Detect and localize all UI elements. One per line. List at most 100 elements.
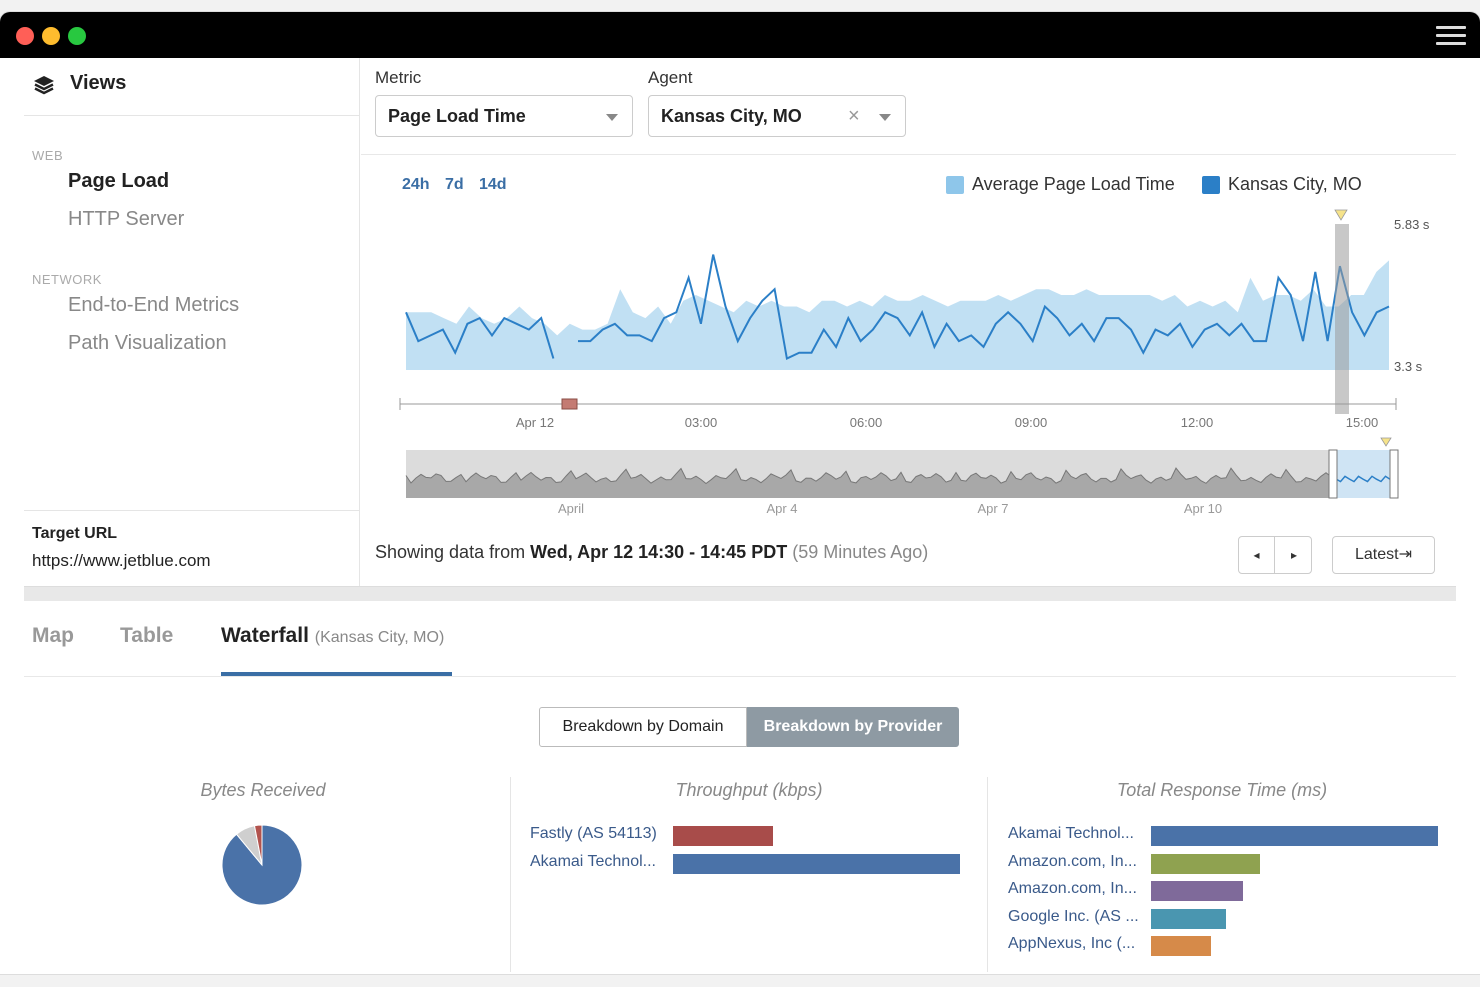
- selection-pointer-icon: [1334, 209, 1348, 221]
- showing-ago: (59 Minutes Ago): [787, 542, 929, 562]
- nav-page-load[interactable]: Page Load: [68, 170, 170, 192]
- layers-icon: [34, 76, 54, 95]
- overview-tick-label: Apr 10: [1184, 501, 1222, 516]
- web-section-label: WEB: [32, 148, 64, 163]
- bar-label: Fastly (AS 54113): [530, 825, 657, 842]
- kansas-line-series: [405, 254, 1390, 360]
- chevron-down-icon: [606, 114, 618, 121]
- sidebar: Views WEB Page Load HTTP Server NETWORK …: [24, 58, 360, 586]
- bar-label: Akamai Technol...: [530, 853, 656, 870]
- y-min-label: 3.3 s: [1394, 359, 1423, 374]
- x-tick-label: 06:00: [850, 415, 883, 430]
- hamburger-menu-icon[interactable]: [1436, 26, 1466, 46]
- tab-map[interactable]: Map: [32, 624, 74, 647]
- latest-button[interactable]: Latest⇥: [1332, 536, 1435, 574]
- overview-tick-label: Apr 7: [977, 501, 1008, 516]
- zoom-window-button[interactable]: [68, 27, 86, 45]
- clear-icon[interactable]: ×: [848, 105, 860, 127]
- agent-select-value: Kansas City, MO: [661, 106, 802, 126]
- nav-path-visualization[interactable]: Path Visualization: [68, 332, 227, 354]
- target-url-box: Target URL https://www.jetblue.com: [24, 510, 360, 586]
- range-14d[interactable]: 14d: [479, 176, 507, 193]
- bar[interactable]: [1151, 853, 1260, 874]
- bar[interactable]: [673, 826, 773, 846]
- legend-label-average: Average Page Load Time: [972, 174, 1175, 194]
- bar-label: Amazon.com, In...: [1008, 852, 1137, 870]
- views-title: Views: [70, 72, 127, 94]
- filter-divider: [361, 154, 1456, 155]
- page-load-chart[interactable]: 5.83 s 3.3 s Apr 12 03:00 06:00 09:00 12:00 15:…: [361, 58, 1456, 518]
- title-bar: [0, 12, 1480, 58]
- main-panel: Metric Page Load Time Agent Kansas City,…: [361, 58, 1456, 586]
- previous-button[interactable]: ◂: [1239, 537, 1275, 573]
- section-separator: [24, 586, 1456, 601]
- breakdown-by-domain-button[interactable]: Breakdown by Domain: [539, 707, 747, 747]
- throughput-title: Throughput (kbps): [675, 780, 823, 800]
- bar-label: Amazon.com, In...: [1008, 880, 1137, 897]
- active-tab-indicator: [221, 672, 452, 676]
- tab-waterfall-sub: (Kansas City, MO): [314, 629, 445, 646]
- bar-label: Akamai Technol...: [1008, 825, 1134, 842]
- bar-label: AppNexus, Inc (...: [1008, 935, 1136, 952]
- bar[interactable]: [673, 854, 960, 874]
- minimize-window-button[interactable]: [42, 27, 60, 45]
- agent-select[interactable]: Kansas City, MO ×: [648, 95, 906, 137]
- legend-swatch-average: [946, 176, 964, 194]
- overview-pointer-icon: [1380, 437, 1392, 447]
- overview-area: [406, 468, 1331, 498]
- legend-swatch-kansas: [1202, 176, 1220, 194]
- nav-end-to-end-metrics[interactable]: End-to-End Metrics: [68, 294, 240, 316]
- event-marker: [561, 398, 578, 410]
- range-24h[interactable]: 24h: [402, 176, 430, 193]
- breakdown-by-provider-button[interactable]: Breakdown by Provider: [747, 707, 959, 747]
- x-tick-label: Apr 12: [516, 415, 554, 430]
- tabs-divider: [24, 676, 1456, 677]
- overview-line: [405, 467, 1332, 485]
- overview-tick-label: Apr 4: [766, 501, 797, 516]
- chevron-down-icon: [879, 114, 891, 121]
- x-tick-label: 03:00: [685, 415, 718, 430]
- overview-right-handle: [1389, 449, 1399, 499]
- tab-waterfall[interactable]: Waterfall (Kansas City, MO): [221, 624, 444, 648]
- overview-tick-label: April: [558, 501, 584, 516]
- bar-label: Google Inc. (AS ...: [1008, 907, 1139, 925]
- bytes-received-pie[interactable]: [217, 820, 307, 910]
- next-button[interactable]: ▸: [1290, 548, 1298, 562]
- showing-data-text: Showing data from Wed, Apr 12 14:30 - 14…: [375, 542, 928, 563]
- overview-window: [1333, 450, 1394, 498]
- range-7d[interactable]: 7d: [445, 176, 464, 193]
- bytes-received-title: Bytes Received: [200, 780, 326, 800]
- tab-waterfall-label: Waterfall: [221, 624, 309, 647]
- showing-range: Wed, Apr 12 14:30 - 14:45 PDT: [530, 542, 788, 562]
- x-tick-label: 09:00: [1015, 415, 1048, 430]
- network-section-label: NETWORK: [32, 272, 102, 287]
- views-header: Views: [24, 58, 360, 116]
- metric-label: Metric: [375, 68, 422, 87]
- target-url-label: Target URL: [32, 525, 118, 542]
- y-max-label: 5.83 s: [1394, 217, 1430, 232]
- x-tick-label: 12:00: [1181, 415, 1214, 430]
- overview-left-handle: [1328, 449, 1338, 499]
- showing-prefix: Showing data from: [375, 542, 531, 562]
- panel-divider: [987, 777, 988, 972]
- pie-slice: [253, 824, 263, 866]
- close-window-button[interactable]: [16, 27, 34, 45]
- metric-select[interactable]: Page Load Time: [375, 95, 633, 137]
- tab-table[interactable]: Table: [120, 624, 174, 647]
- agent-label: Agent: [648, 68, 693, 87]
- nav-http-server[interactable]: HTTP Server: [68, 208, 185, 230]
- legend-label-kansas: Kansas City, MO: [1228, 174, 1362, 194]
- bar[interactable]: [1151, 826, 1438, 846]
- x-tick-label: 15:00: [1346, 415, 1379, 430]
- panel-divider: [510, 777, 511, 972]
- bar[interactable]: [1151, 881, 1243, 901]
- target-url-value: https://www.jetblue.com: [32, 551, 211, 570]
- time-nav-group: ◂ ▸: [1238, 536, 1312, 574]
- metric-select-value: Page Load Time: [388, 106, 526, 126]
- bar[interactable]: [1151, 908, 1226, 929]
- app-window: Views WEB Page Load HTTP Server NETWORK …: [0, 12, 1480, 974]
- bar[interactable]: [1151, 936, 1211, 956]
- average-area-series: [406, 260, 1389, 370]
- response-time-title: Total Response Time (ms): [1116, 780, 1328, 800]
- selection-marker: [1335, 224, 1349, 414]
